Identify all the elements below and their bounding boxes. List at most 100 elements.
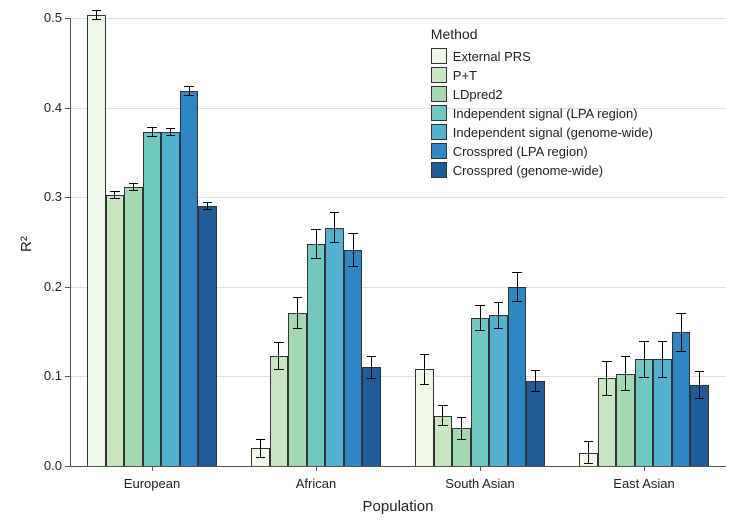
y-axis-line <box>70 18 71 466</box>
error-cap <box>531 391 540 392</box>
bar <box>161 132 180 466</box>
error-bar <box>278 342 279 369</box>
error-cap <box>166 128 175 129</box>
error-cap <box>602 361 611 362</box>
error-bar <box>498 303 499 328</box>
gridline <box>70 18 726 19</box>
x-tick-mark <box>644 466 645 471</box>
error-cap <box>695 398 704 399</box>
legend-swatch <box>431 48 447 64</box>
error-cap <box>475 305 484 306</box>
y-tick-label: 0.1 <box>22 368 62 383</box>
error-cap <box>420 354 429 355</box>
error-cap <box>293 328 302 329</box>
error-cap <box>330 212 339 213</box>
error-bar <box>480 306 481 331</box>
error-cap <box>330 242 339 243</box>
y-tick-label: 0.3 <box>22 189 62 204</box>
legend-label: Crosspred (LPA region) <box>453 144 588 159</box>
bar <box>124 187 143 466</box>
error-bar <box>644 341 645 377</box>
legend-swatch <box>431 124 447 140</box>
error-cap <box>475 330 484 331</box>
error-cap <box>348 233 357 234</box>
error-bar <box>588 442 589 464</box>
error-cap <box>639 341 648 342</box>
legend-swatch <box>431 86 447 102</box>
legend-label: P+T <box>453 68 477 83</box>
error-cap <box>512 301 521 302</box>
legend-item: LDpred2 <box>431 86 653 102</box>
legend-item: External PRS <box>431 48 653 64</box>
x-category-label: South Asian <box>410 476 550 491</box>
legend-label: Independent signal (LPA region) <box>453 106 638 121</box>
error-cap <box>512 272 521 273</box>
error-bar <box>662 341 663 377</box>
error-cap <box>311 229 320 230</box>
error-cap <box>457 417 466 418</box>
bar <box>307 244 326 466</box>
error-cap <box>92 10 101 11</box>
bar <box>106 195 125 466</box>
legend-label: External PRS <box>453 49 531 64</box>
error-cap <box>110 191 119 192</box>
error-cap <box>695 371 704 372</box>
error-cap <box>110 198 119 199</box>
error-bar <box>424 354 425 384</box>
bar <box>471 318 490 466</box>
error-bar <box>517 272 518 301</box>
error-cap <box>129 190 138 191</box>
bar <box>180 91 199 466</box>
legend-swatch <box>431 143 447 159</box>
x-axis-line <box>70 466 726 467</box>
bar <box>526 381 545 466</box>
x-tick-mark <box>480 466 481 471</box>
error-bar <box>681 314 682 352</box>
error-cap <box>494 302 503 303</box>
error-cap <box>457 439 466 440</box>
error-cap <box>602 395 611 396</box>
legend-item: Crosspred (genome-wide) <box>431 162 653 178</box>
error-cap <box>92 19 101 20</box>
error-cap <box>676 313 685 314</box>
legend-item: Crosspred (LPA region) <box>431 143 653 159</box>
x-tick-mark <box>152 466 153 471</box>
error-cap <box>147 136 156 137</box>
error-cap <box>256 457 265 458</box>
error-cap <box>293 297 302 298</box>
x-tick-mark <box>316 466 317 471</box>
error-cap <box>203 209 212 210</box>
error-cap <box>203 202 212 203</box>
error-cap <box>621 390 630 391</box>
error-cap <box>676 351 685 352</box>
y-tick-label: 0.5 <box>22 10 62 25</box>
error-bar <box>625 357 626 391</box>
error-cap <box>256 439 265 440</box>
error-cap <box>367 378 376 379</box>
error-cap <box>531 370 540 371</box>
bar <box>198 206 217 466</box>
bar <box>508 287 527 466</box>
error-cap <box>311 258 320 259</box>
error-bar <box>297 298 298 328</box>
error-bar <box>371 357 372 379</box>
bar <box>672 332 691 466</box>
x-category-label: East Asian <box>574 476 714 491</box>
error-cap <box>147 127 156 128</box>
x-category-label: African <box>246 476 386 491</box>
legend-swatch <box>431 67 447 83</box>
error-bar <box>535 370 536 392</box>
error-cap <box>438 405 447 406</box>
error-bar <box>606 361 607 395</box>
error-bar <box>316 229 317 258</box>
bar <box>288 313 307 466</box>
legend-label: LDpred2 <box>453 87 503 102</box>
bar <box>325 228 344 466</box>
error-cap <box>166 135 175 136</box>
y-axis-label: R² <box>18 236 35 252</box>
error-cap <box>184 86 193 87</box>
x-axis-label: Population <box>348 498 448 515</box>
legend: Method External PRSP+TLDpred2Independent… <box>431 26 653 181</box>
legend-item: P+T <box>431 67 653 83</box>
y-tick-label: 0.0 <box>22 458 62 473</box>
